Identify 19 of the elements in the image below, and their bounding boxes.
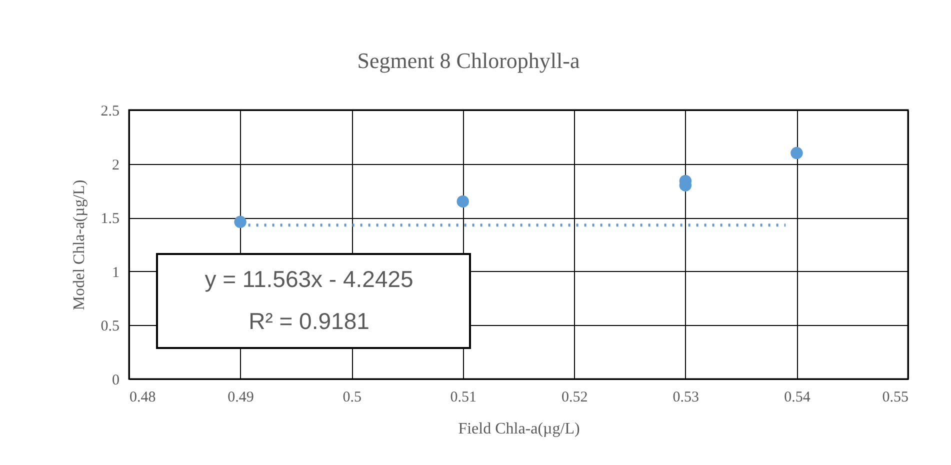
x-tick-label: 0.51 [450, 390, 476, 406]
y-tick-label: 0.5 [100, 318, 120, 335]
x-tick-label: 0.53 [672, 390, 700, 406]
x-axis-title: Field Chla-a(µg/L) [458, 420, 580, 438]
chart-title: Segment 8 Chlorophyll-a [357, 48, 580, 73]
y-tick-label: 2 [112, 157, 120, 174]
x-tick-label: 0.49 [228, 390, 254, 406]
x-tick-label: 0.52 [562, 390, 588, 406]
y-tick-label: 1.5 [100, 211, 120, 228]
y-tick-label: 0 [112, 372, 120, 388]
y-tick-label: 2.5 [100, 104, 120, 120]
annotation: R² = 0.9181 [248, 308, 370, 334]
x-tick-label: 0.5 [342, 390, 362, 406]
y-tick-label: 1 [112, 264, 120, 281]
annotation: y = 11.563x - 4.2425 [204, 266, 414, 292]
y-axis-title: Model Chla-a(µg/L) [70, 180, 88, 310]
x-tick-label: 0.54 [784, 390, 811, 406]
x-tick-label: 0.55 [882, 390, 908, 406]
x-tick-label: 0.48 [130, 390, 156, 406]
